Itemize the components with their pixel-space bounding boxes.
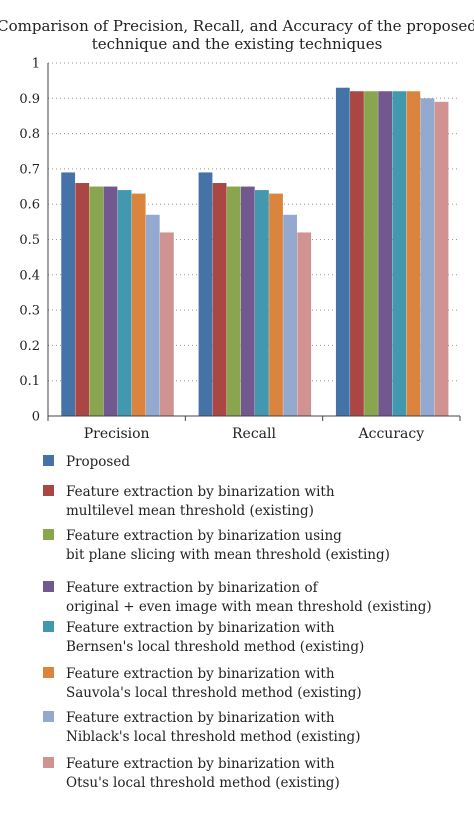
legend-label: Feature extraction by binarization with: [66, 756, 335, 772]
chart-title-line: technique and the existing techniques: [92, 35, 383, 53]
bar-precision-series-1: [61, 172, 76, 416]
chart-title: Comparison of Precision, Recall, and Acc…: [0, 17, 474, 53]
chart-title-line: Comparison of Precision, Recall, and Acc…: [0, 17, 474, 35]
y-tick-label: 0.7: [19, 162, 40, 177]
bar-precision-series-7: [145, 214, 160, 416]
legend-label: Proposed: [66, 454, 130, 470]
axes: [47, 63, 461, 421]
y-tick-label: 0.5: [19, 233, 40, 248]
bar-accuracy-series-3: [364, 91, 378, 417]
bar-precision-series-5: [117, 190, 132, 416]
legend-label: multilevel mean threshold (existing): [66, 503, 314, 519]
y-tick-label: 0.3: [19, 304, 40, 319]
bar-precision-series-8: [159, 232, 174, 416]
bar-recall-series-7: [283, 214, 297, 416]
bar-accuracy-series-2: [350, 91, 364, 417]
legend-label: Feature extraction by binarization using: [66, 528, 342, 544]
bar-precision-series-2: [75, 183, 90, 416]
y-axis-ticks: 0 0.1 0.2 0.3 0.4 0.5 0.6 0.7 0.8 0.9 1: [19, 57, 40, 425]
legend-swatch: [43, 757, 54, 768]
y-tick-label: 0.6: [19, 198, 40, 213]
legend-label: Feature extraction by binarization with: [66, 666, 335, 682]
legend-swatch: [43, 455, 54, 466]
legend-label: bit plane slicing with mean threshold (e…: [66, 547, 390, 563]
y-tick-label: 0.8: [19, 127, 40, 142]
legend-swatch: [43, 485, 54, 496]
y-tick-label: 0: [32, 410, 40, 425]
bar-precision-series-4: [103, 186, 118, 416]
bar-precision-series-3: [89, 186, 104, 416]
bar-accuracy-series-4: [378, 91, 393, 417]
bar-accuracy-series-1: [335, 87, 350, 417]
y-tick-label: 1: [32, 57, 40, 72]
legend-swatch: [43, 711, 54, 722]
category-label: Recall: [232, 426, 276, 442]
legend-swatch: [43, 529, 54, 540]
legend-label: Feature extraction by binarization with: [66, 484, 335, 500]
legend-swatch: [43, 667, 54, 678]
y-tick-label: 0.1: [19, 374, 40, 389]
y-tick-label: 0.4: [19, 268, 40, 283]
y-tick-label: 0.2: [19, 339, 40, 354]
bar-accuracy-series-5: [392, 91, 407, 417]
bar-precision-series-6: [131, 193, 146, 416]
bar-recall-series-1: [198, 172, 213, 416]
bar-accuracy-series-8: [434, 101, 449, 416]
legend-swatch: [43, 621, 54, 632]
legend-swatch: [43, 581, 54, 592]
bar-recall-series-2: [212, 183, 227, 416]
bar-accuracy-series-7: [420, 98, 435, 417]
bar-recall-series-8: [297, 232, 312, 416]
legend-label: original + even image with mean threshol…: [66, 599, 432, 615]
x-axis-categories: Precision Recall Accuracy: [84, 426, 424, 442]
legend-label: Feature extraction by binarization with: [66, 620, 335, 636]
category-label: Precision: [84, 426, 150, 442]
legend-label: Feature extraction by binarization of: [66, 580, 319, 596]
legend-label: Sauvola's local threshold method (existi…: [66, 685, 362, 701]
bar-recall-series-5: [255, 190, 269, 416]
bar-recall-series-4: [240, 186, 255, 416]
legend-label: Otsu's local threshold method (existing): [66, 775, 340, 791]
bars: [61, 87, 449, 417]
bar-recall-series-6: [269, 193, 283, 416]
legend-label: Bernsen's local threshold method (existi…: [66, 639, 364, 655]
category-label: Accuracy: [358, 426, 425, 442]
legend: Proposed Feature extraction by binarizati…: [43, 454, 432, 791]
legend-label: Niblack's local threshold method (existi…: [66, 729, 360, 745]
bar-recall-series-3: [226, 186, 241, 416]
bar-accuracy-series-6: [406, 91, 421, 417]
legend-label: Feature extraction by binarization with: [66, 710, 335, 726]
y-tick-label: 0.9: [19, 92, 40, 107]
